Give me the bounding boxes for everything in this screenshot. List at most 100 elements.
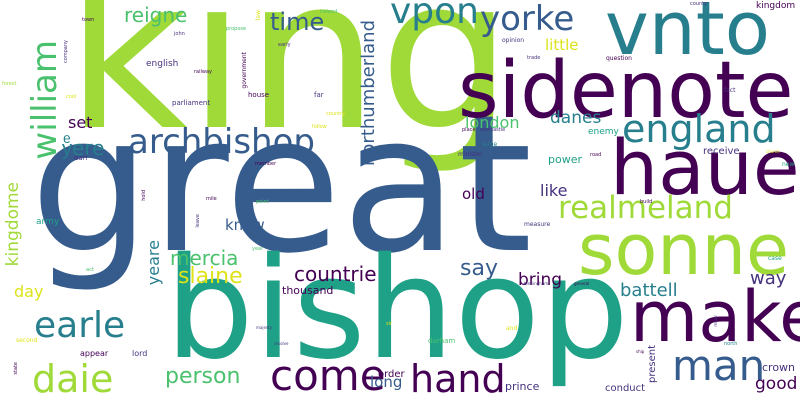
- word-like: like: [540, 181, 568, 200]
- word-england: england: [622, 107, 776, 151]
- word-english: english: [146, 59, 179, 69]
- word-early: early: [278, 42, 291, 48]
- word-bring: bring: [518, 270, 563, 290]
- word-hand: hand: [410, 357, 506, 400]
- word-come: come: [270, 351, 386, 400]
- word-north: north: [724, 341, 738, 347]
- word-countrie: countrie: [294, 262, 377, 286]
- word-daie: daie: [32, 357, 114, 400]
- word-vpon: vpon: [390, 0, 479, 32]
- word-and: and: [506, 325, 518, 332]
- word-make: make: [630, 276, 800, 358]
- word-church: church: [766, 149, 780, 154]
- word-sonne: sonne: [578, 209, 790, 291]
- word-trade: trade: [527, 55, 541, 61]
- word-order: order: [378, 369, 405, 380]
- word-second: second: [16, 337, 38, 344]
- word-northumberland: northumberland: [358, 20, 379, 166]
- word-case: case: [768, 255, 782, 262]
- word-state: state: [13, 362, 19, 375]
- word-day: day: [14, 282, 44, 301]
- word-propose: propose: [226, 26, 247, 32]
- word-cool: cool: [66, 94, 77, 100]
- word-battell: battell: [620, 280, 678, 301]
- word-road: road: [590, 152, 602, 158]
- word-minister: minister: [458, 151, 483, 158]
- word-duke: duke: [776, 93, 789, 99]
- word-forest: forest: [2, 81, 17, 87]
- word-william: william: [25, 40, 65, 160]
- word-reigne: reigne: [124, 3, 188, 27]
- word-power: power: [548, 153, 582, 166]
- word-year: year: [252, 246, 264, 252]
- word-large: large: [482, 141, 498, 148]
- word-ship: ship: [636, 349, 645, 354]
- word-earl: earl: [74, 154, 88, 162]
- word-resolve: resolve: [274, 341, 289, 346]
- word-lord: lord: [132, 349, 148, 358]
- word-mile: mile: [206, 196, 217, 202]
- word-time: time: [270, 8, 325, 36]
- word-know: know: [225, 216, 265, 234]
- word-appear: appear: [80, 349, 109, 358]
- word-thousand: thousand: [282, 284, 334, 297]
- word-opinion: opinion: [502, 37, 525, 44]
- word-hold: hold: [141, 190, 147, 201]
- word-county: county: [690, 1, 708, 7]
- word-set: set: [68, 113, 93, 132]
- word-company: company: [63, 40, 69, 64]
- word-town: town: [82, 17, 95, 23]
- word-member: member: [255, 161, 277, 167]
- word-country: country: [326, 111, 346, 117]
- word-government: government: [241, 52, 248, 89]
- word-person: person: [165, 364, 241, 389]
- word-place: place: [462, 127, 476, 133]
- word-law: law: [255, 10, 262, 21]
- word-act: act: [86, 267, 94, 273]
- word-good: good: [755, 374, 798, 394]
- word-bishop: bishop: [165, 228, 629, 391]
- word-john: john: [174, 31, 185, 37]
- word-yeare: yeare: [144, 240, 163, 286]
- word-sidenote: sidenote: [458, 46, 794, 136]
- word-newcastle: newcastle: [480, 127, 506, 133]
- word-point: point: [256, 199, 269, 205]
- word-measure: measure: [524, 221, 551, 228]
- word-enemy: enemy: [588, 127, 619, 137]
- word-new: new: [782, 161, 795, 168]
- word-question: question: [606, 55, 632, 62]
- word-ireland: ireland: [320, 9, 338, 15]
- word-mercia: mercia: [170, 246, 239, 270]
- word-king: king: [66, 0, 513, 177]
- word-army: army: [36, 217, 60, 227]
- word-say: say: [460, 256, 498, 281]
- word-earle: earle: [34, 305, 126, 346]
- word-far: far: [314, 91, 324, 99]
- word-durham: durham: [428, 337, 456, 345]
- word-build: build: [640, 199, 653, 205]
- word-kingdome: kingdome: [3, 182, 23, 267]
- word-sir: sir: [386, 321, 393, 327]
- word-general: general: [574, 281, 590, 286]
- word-old: old: [462, 185, 485, 203]
- word-birmingham: birmingham: [524, 281, 549, 286]
- word-minor: minor: [713, 315, 718, 327]
- word-slaine: slaine: [178, 264, 243, 289]
- word-leave: leave: [195, 214, 201, 228]
- word-majesty: majesty: [256, 325, 272, 330]
- word-present: present: [647, 345, 658, 384]
- word-conduct: conduct: [605, 383, 646, 394]
- word-follow: follow: [312, 124, 327, 130]
- word-yere: yͤere: [62, 136, 105, 160]
- word-house: house: [248, 91, 270, 99]
- word-fact: fact: [724, 87, 736, 94]
- word-vnto: vnto: [605, 0, 770, 72]
- word-danes: danes: [550, 108, 602, 128]
- word-receive: receive: [703, 146, 740, 157]
- word-long: long: [370, 373, 403, 391]
- word-way: way: [750, 268, 787, 289]
- word-kingdom: kingdom: [756, 1, 796, 11]
- word-railway: railway: [194, 69, 213, 75]
- word-little: little: [545, 36, 579, 54]
- word-crown: crown: [762, 361, 796, 374]
